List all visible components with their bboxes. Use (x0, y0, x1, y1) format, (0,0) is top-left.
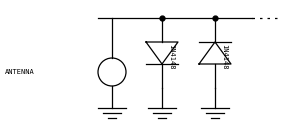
Text: 1N4148: 1N4148 (168, 44, 174, 70)
Text: ANTENNA: ANTENNA (5, 69, 35, 75)
Text: 1N4148: 1N4148 (221, 44, 227, 70)
